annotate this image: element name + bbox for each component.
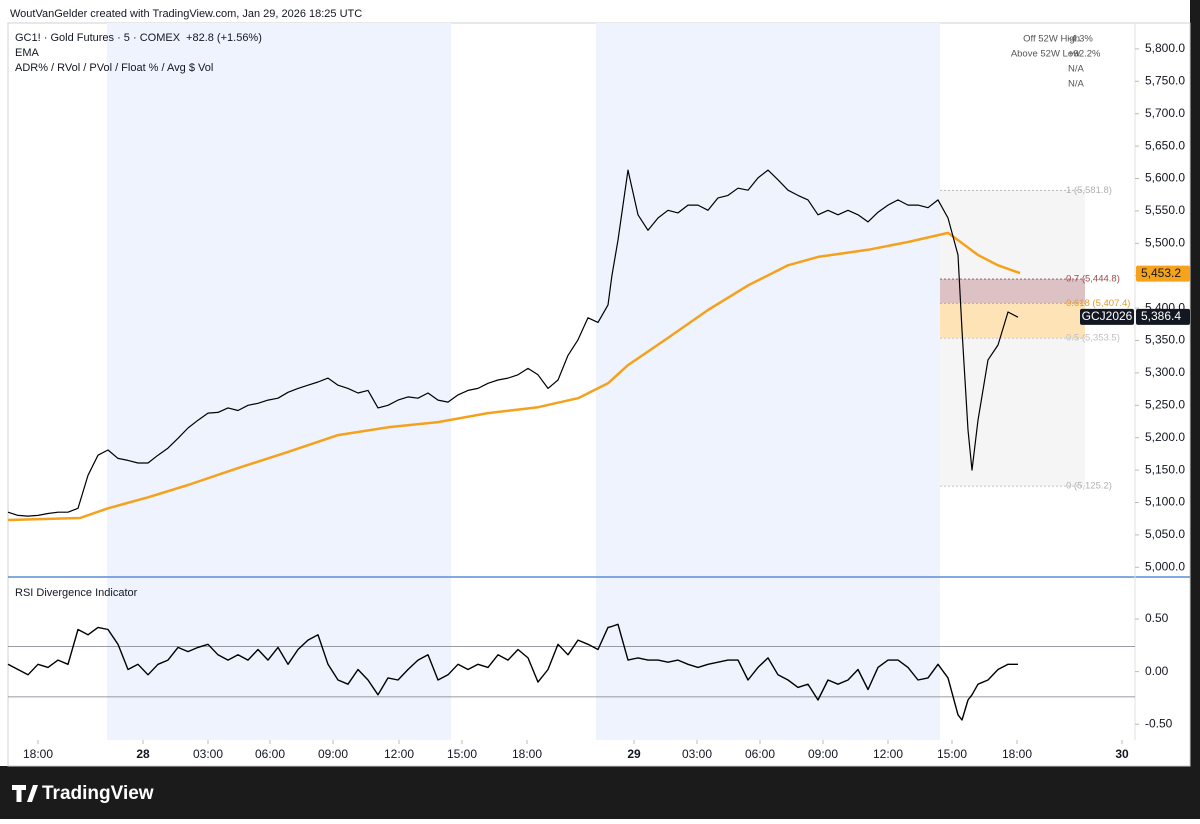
y-tick-label: 5,100.0 <box>1145 495 1185 509</box>
logo: TradingView <box>12 783 154 804</box>
x-tick-label: 06:00 <box>255 747 285 761</box>
x-tick-label: 12:00 <box>873 747 903 761</box>
session-shade <box>107 23 451 740</box>
fib-zone <box>940 279 1085 304</box>
fib-label: 1 (5,581.8) <box>1066 185 1112 196</box>
y-tick-label: 5,250.0 <box>1145 397 1185 411</box>
y-tick-label: 5,550.0 <box>1145 203 1185 217</box>
stat-value: -4.3% <box>1068 34 1093 45</box>
x-tick-label: 06:00 <box>745 747 775 761</box>
y-tick-label: 5,350.0 <box>1145 333 1185 347</box>
brand: TradingView <box>42 783 154 804</box>
y-tick-label: 5,800.0 <box>1145 41 1185 55</box>
price-tag <box>1136 265 1190 282</box>
series-legend: GC1! · Gold Futures · 5 · COMEX <box>15 32 181 44</box>
x-tick-label: 30 <box>1115 747 1129 761</box>
x-tick-label: 09:00 <box>318 747 348 761</box>
x-tick-label: 03:00 <box>193 747 223 761</box>
symbol-tag <box>1080 308 1134 325</box>
stat-value: N/A <box>1068 79 1085 90</box>
fib-label: 0 (5,125.2) <box>1066 481 1112 492</box>
y-tick-label: 5,050.0 <box>1145 527 1185 541</box>
fib-zone <box>940 303 1085 339</box>
x-tick-label: 03:00 <box>682 747 712 761</box>
x-tick-label: 15:00 <box>447 747 477 761</box>
stat-value: N/A <box>1068 64 1085 75</box>
x-tick-label: 28 <box>136 747 150 761</box>
x-tick-label: 18:00 <box>512 747 542 761</box>
session-shade <box>596 23 940 740</box>
rsi-title: RSI Divergence Indicator <box>15 587 138 599</box>
price-tag <box>1136 308 1190 325</box>
change-label: +82.8 (+1.56%) <box>186 32 262 44</box>
y-tick-label: 5,200.0 <box>1145 430 1185 444</box>
x-tick-label: 29 <box>627 747 641 761</box>
y-tick-label: 5,600.0 <box>1145 171 1185 185</box>
credit: WoutVanGelder created with TradingView.c… <box>10 8 362 20</box>
fib-label: 0.7 (5,444.8) <box>1066 274 1120 285</box>
y-tick-label: 0.00 <box>1145 664 1169 678</box>
x-tick-label: 18:00 <box>23 747 53 761</box>
price-tag-label: 5,386.4 <box>1141 309 1181 323</box>
y-tick-label: 0.50 <box>1145 611 1169 625</box>
x-tick-label: 15:00 <box>937 747 967 761</box>
fib-label: 0.618 (5,407.4) <box>1066 298 1130 309</box>
symbol-tag-label: GCJ2026 <box>1082 309 1133 323</box>
stat-label: Above 52W Low <box>1011 49 1080 60</box>
stat-label: Off 52W High <box>1023 34 1080 45</box>
fib-zone <box>940 338 1085 487</box>
x-tick-label: 09:00 <box>808 747 838 761</box>
price-tag-label: 5,453.2 <box>1141 266 1181 280</box>
series-line <box>7 231 1021 522</box>
logo-mark <box>12 785 38 802</box>
y-tick-label: 5,500.0 <box>1145 235 1185 249</box>
indicator-legend: ADR% / RVol / PVol / Float % / Avg $ Vol <box>15 62 213 74</box>
series-line <box>7 623 1018 721</box>
y-tick-label: 5,650.0 <box>1145 138 1185 152</box>
y-tick-label: 5,150.0 <box>1145 462 1185 476</box>
y-tick-label: 5,300.0 <box>1145 365 1185 379</box>
fib-label: 0.5 (5,353.5) <box>1066 333 1120 344</box>
stat-value: +92.2% <box>1068 49 1101 60</box>
y-tick-label: 5,750.0 <box>1145 73 1185 87</box>
right-margin <box>1190 0 1200 819</box>
ema-legend: EMA <box>15 47 40 59</box>
fib-zone <box>940 190 1085 280</box>
series-line <box>7 169 1019 517</box>
x-tick-label: 18:00 <box>1002 747 1032 761</box>
y-tick-label: 5,700.0 <box>1145 106 1185 120</box>
y-tick-label: 5,000.0 <box>1145 559 1185 573</box>
x-tick-label: 12:00 <box>384 747 414 761</box>
y-tick-label: -0.50 <box>1145 716 1173 730</box>
footer-bar <box>0 766 1200 819</box>
